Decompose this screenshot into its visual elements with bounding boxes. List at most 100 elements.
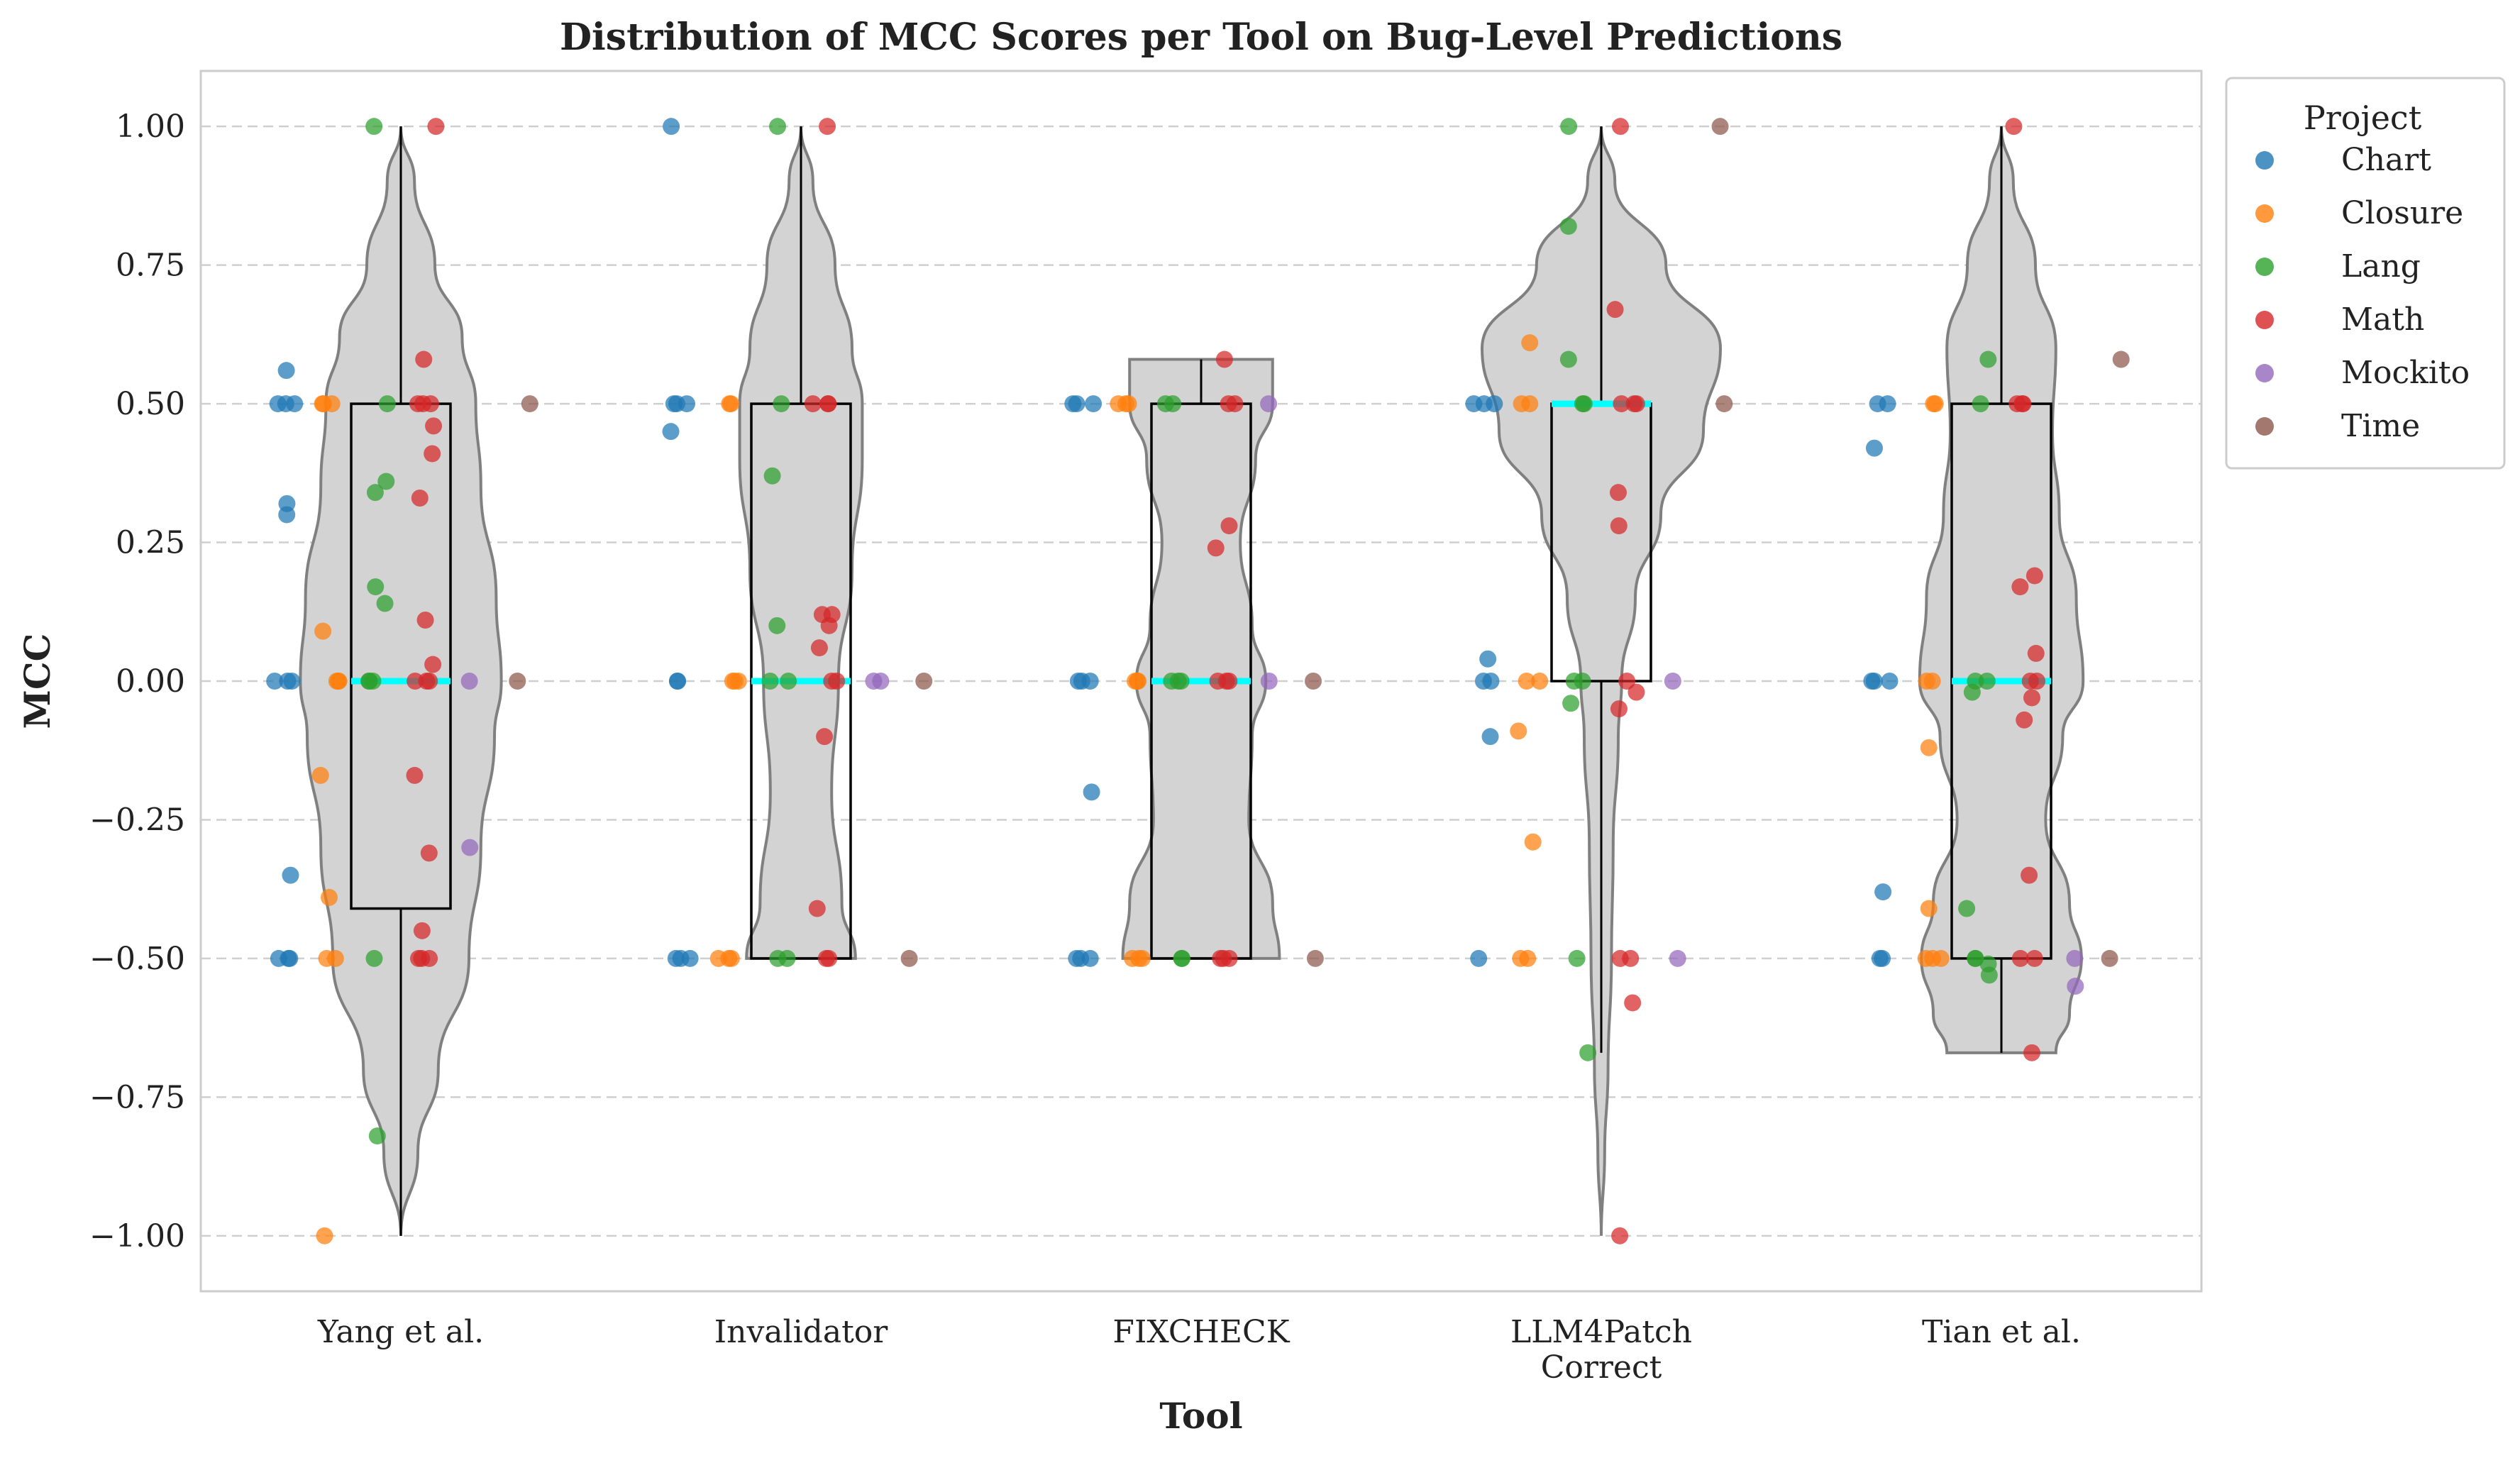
point-closure [1932,949,1950,967]
point-math [2008,395,2026,413]
point-chart [1072,949,1090,967]
y-tick-label: 0.25 [116,525,185,561]
point-closure [1925,395,1942,413]
y-tick-label: −0.75 [89,1079,185,1115]
point-lang [1172,673,1190,690]
legend-marker-math [2255,311,2274,329]
point-math [1628,395,1645,413]
point-math [1628,683,1645,701]
point-math [2023,689,2040,707]
x-tick-label: Yang et al. [317,1314,484,1350]
point-closure [1920,900,1938,917]
point-math [1606,301,1624,319]
point-chart [1085,395,1102,413]
x-tick-label: Tian et al. [1922,1314,2081,1350]
point-lang [1579,1044,1597,1061]
x-axis-ticks: Yang et al. Invalidator FIXCHECK LLM4Patch C… [317,1314,2081,1386]
point-lang [763,467,781,485]
point-closure [316,1227,333,1244]
chart-title: Distribution of MCC Scores per Tool on B… [560,16,1842,59]
point-time [521,395,538,413]
point-math [2028,673,2046,690]
legend-label-mockito: Mockito [2341,355,2470,391]
point-lang [1574,395,1591,413]
point-chart [1865,673,1883,690]
y-tick-label: −0.25 [89,802,185,838]
point-lang [368,1127,386,1145]
point-lang [1978,673,1996,690]
point-time [900,949,918,967]
point-math [2005,118,2023,136]
point-math [819,395,837,413]
y-tick-label: −0.50 [89,941,185,977]
point-chart [279,673,297,690]
point-closure [318,949,336,967]
point-math [424,656,442,673]
point-math [411,490,429,507]
point-math [2026,567,2043,585]
x-tick-label: FIXCHECK [1112,1314,1290,1350]
point-time [1305,673,1322,690]
point-chart [266,673,284,690]
point-chart [1871,949,1889,967]
point-chart [1874,883,1892,901]
point-lang [364,673,382,690]
point-math [820,949,838,967]
x-axis-label: Tool [1159,1395,1242,1437]
point-time [1306,949,1324,967]
point-lang [768,617,786,634]
point-math [414,395,432,413]
legend: Project Chart Closure Lang Math Mockito Time [2225,77,2506,470]
point-math [1610,517,1628,535]
x-tick-label: Invalidator [714,1314,889,1350]
point-mockito [1260,395,1278,413]
point-chart [662,423,680,441]
x-tick-label: LLM4Patch Correct [1510,1314,1692,1386]
point-closure [1513,395,1530,413]
y-tick-label: −1.00 [89,1218,185,1254]
point-chart [277,362,295,380]
point-math [1618,673,1636,690]
point-chart [1486,395,1503,413]
point-lang [1559,350,1577,368]
point-lang [1173,949,1190,967]
y-axis-ticks: −1.00 −0.75 −0.50 −0.25 0.00 0.25 0.50 0.75 1.00 [89,109,185,1254]
point-closure [329,673,347,690]
legend-marker-lang [2255,258,2274,276]
point-lang [1963,683,1981,701]
point-closure [1130,949,1148,967]
point-chart [678,395,696,413]
point-closure [1521,334,1539,352]
point-lang [365,949,383,967]
point-math [406,766,424,784]
point-math [416,612,434,629]
point-math [828,673,846,690]
point-chart [1083,783,1100,801]
point-chart [1470,949,1488,967]
point-math [1220,949,1238,967]
point-lang [376,595,394,612]
legend-marker-time [2255,417,2274,436]
legend-label-closure: Closure [2341,195,2463,231]
point-math [418,673,436,690]
point-closure [1917,949,1935,967]
point-lang [366,484,384,502]
point-math [1215,350,1233,368]
point-mockito [461,839,479,856]
point-time [509,673,526,690]
point-lang [773,395,790,413]
point-math [1611,949,1629,967]
point-math [2021,866,2038,884]
point-math [1226,395,1244,413]
point-mockito [2067,978,2084,995]
point-lang [778,949,796,967]
point-math [425,417,443,435]
point-lang [377,473,395,490]
point-closure [311,766,329,784]
point-math [820,617,838,634]
point-lang [1562,695,1580,712]
point-chart [665,395,682,413]
point-math [1610,700,1628,718]
point-math [2011,578,2029,596]
point-math [2026,949,2043,967]
